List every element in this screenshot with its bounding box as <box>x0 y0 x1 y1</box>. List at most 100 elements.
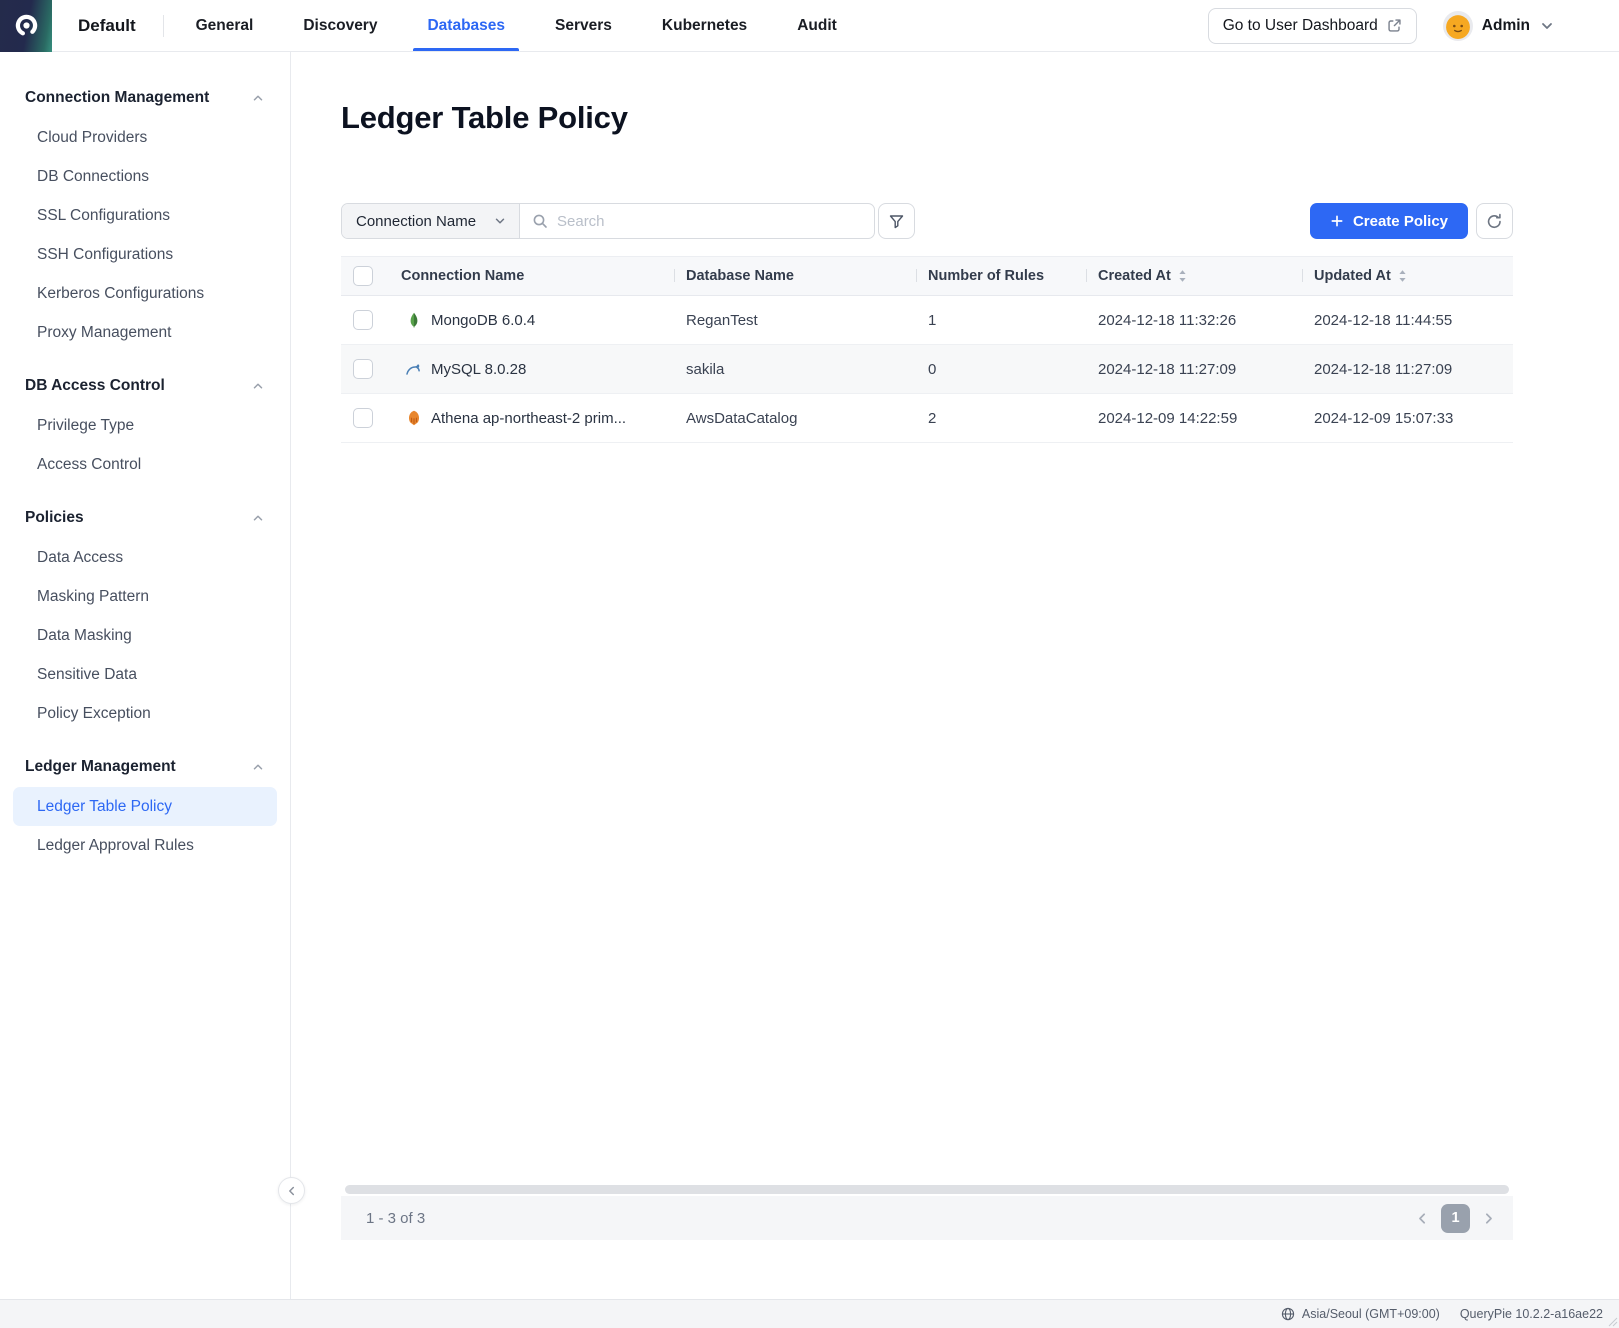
refresh-button[interactable] <box>1476 203 1513 239</box>
sidebar-item[interactable]: DB Connections <box>37 167 150 185</box>
plus-icon <box>1331 215 1343 227</box>
horizontal-scrollbar[interactable] <box>345 1185 1509 1194</box>
chevron-down-icon <box>1542 22 1552 29</box>
search-field-select[interactable]: Connection Name <box>342 204 520 238</box>
sidebar-collapse-button[interactable] <box>278 1177 305 1204</box>
nav-tab[interactable]: Discovery <box>303 16 378 34</box>
sidebar-section-connection-management: Connection Management Cloud Providers DB … <box>0 78 290 352</box>
column-header-number-of-rules[interactable]: Number of Rules <box>916 257 1086 295</box>
nav-tab[interactable]: Databases <box>413 0 519 51</box>
sidebar-item[interactable]: SSH Configurations <box>37 245 174 263</box>
row-checkbox[interactable] <box>353 359 373 379</box>
column-header-database-name[interactable]: Database Name <box>674 257 916 295</box>
select-all-checkbox[interactable] <box>353 266 373 286</box>
querypie-logo-icon <box>15 14 37 37</box>
sidebar-item[interactable]: Masking Pattern <box>37 587 149 605</box>
sidebar-item[interactable]: Access Control <box>37 455 142 473</box>
next-page-button[interactable] <box>1481 1211 1496 1226</box>
filter-funnel-icon <box>889 214 904 228</box>
go-to-user-dashboard-button[interactable]: Go to User Dashboard <box>1207 7 1417 44</box>
app-logo[interactable] <box>0 0 52 52</box>
avatar-face-icon <box>1445 14 1470 39</box>
sidebar-item[interactable]: SSL Configurations <box>37 206 170 224</box>
filter-button[interactable] <box>878 203 915 239</box>
connection-name: MySQL 8.0.28 <box>431 360 527 378</box>
sidebar-item[interactable]: Proxy Management <box>37 323 172 341</box>
sort-icon[interactable] <box>1398 269 1407 283</box>
updated-at: 2024-12-18 11:44:55 <box>1314 311 1453 329</box>
section-header-connection-management[interactable]: Connection Management <box>0 78 290 118</box>
workspace-name[interactable]: Default <box>78 15 136 35</box>
table-row[interactable]: MongoDB 6.0.4 ReganTest 1 2024-12-18 11:… <box>341 296 1513 345</box>
row-checkbox[interactable] <box>353 408 373 428</box>
sidebar-item[interactable]: Data Masking <box>37 626 132 644</box>
section-title: Policies <box>25 509 84 526</box>
current-page-button[interactable]: 1 <box>1441 1203 1470 1233</box>
refresh-icon <box>1487 213 1501 228</box>
resize-grip <box>1608 1317 1618 1327</box>
section-header-policies[interactable]: Policies <box>0 498 290 538</box>
column-header-connection-name[interactable]: Connection Name <box>401 268 525 284</box>
sidebar-item[interactable]: Sensitive Data <box>37 665 137 683</box>
search-group: Connection Name <box>341 203 875 239</box>
topbar: Default General Discovery Databases Serv… <box>0 0 1619 52</box>
table-header: Connection Name Database Name Number of … <box>341 256 1513 296</box>
number-of-rules: 2 <box>928 409 937 427</box>
section-header-ledger-management[interactable]: Ledger Management <box>0 747 290 787</box>
sidebar-item[interactable]: Kerberos Configurations <box>37 284 205 302</box>
sidebar-section-policies: Policies Data Access Masking Pattern Data … <box>0 498 290 733</box>
previous-page-button[interactable] <box>1415 1211 1430 1226</box>
section-header-db-access-control[interactable]: DB Access Control <box>0 366 290 406</box>
sidebar-item[interactable]: Privilege Type <box>37 416 135 434</box>
user-name: Admin <box>1481 16 1530 34</box>
nav-tab[interactable]: Audit <box>797 16 837 34</box>
search-input[interactable] <box>557 212 862 230</box>
chevron-up-icon <box>253 383 263 389</box>
sidebar: Connection Management Cloud Providers DB … <box>0 52 291 1299</box>
mongodb-icon <box>405 312 422 329</box>
table-row[interactable]: Athena ap-northeast-2 prim... AwsDataCat… <box>341 394 1513 443</box>
external-link-icon <box>1388 19 1401 32</box>
timezone: Asia/Seoul (GMT+09:00) <box>1281 1307 1440 1321</box>
section-title: Connection Management <box>25 89 210 106</box>
sidebar-item[interactable]: Ledger Table Policy <box>13 787 277 826</box>
column-header-updated-at[interactable]: Updated At <box>1302 257 1513 295</box>
table-body: MongoDB 6.0.4 ReganTest 1 2024-12-18 11:… <box>341 296 1513 443</box>
updated-at: 2024-12-18 11:27:09 <box>1314 360 1453 378</box>
section-items: Privilege Type Access Control <box>0 406 290 484</box>
chevron-up-icon <box>253 95 263 101</box>
create-policy-button[interactable]: Create Policy <box>1309 203 1468 239</box>
dashboard-button-label: Go to User Dashboard <box>1222 16 1378 34</box>
status-bar: Asia/Seoul (GMT+09:00) QueryPie 10.2.2-a… <box>0 1299 1619 1328</box>
nav-tab[interactable]: Servers <box>555 16 612 34</box>
user-menu[interactable]: Admin <box>1442 10 1555 41</box>
chevron-up-icon <box>253 515 263 521</box>
number-of-rules: 0 <box>928 360 937 378</box>
database-name: sakila <box>686 360 725 378</box>
toolbar: Connection Name Create Policy <box>341 203 1513 239</box>
updated-at: 2024-12-09 15:07:33 <box>1314 409 1454 427</box>
section-title: Ledger Management <box>25 758 176 775</box>
section-items: Ledger Table Policy Ledger Approval Rules <box>0 787 290 865</box>
search-icon <box>533 214 547 228</box>
page-title: Ledger Table Policy <box>341 100 628 135</box>
sidebar-item[interactable]: Data Access <box>37 548 124 566</box>
row-checkbox[interactable] <box>353 310 373 330</box>
nav-tab[interactable]: General <box>195 16 254 34</box>
pagination-range: 1 - 3 of 3 <box>366 1209 426 1227</box>
sort-icon[interactable] <box>1178 269 1187 283</box>
connection-name: MongoDB 6.0.4 <box>431 311 536 329</box>
sidebar-item[interactable]: Ledger Approval Rules <box>37 836 194 854</box>
column-header-created-at[interactable]: Created At <box>1086 257 1302 295</box>
sidebar-item[interactable]: Cloud Providers <box>37 128 148 146</box>
main-nav: General Discovery Databases Servers Kube… <box>196 0 837 51</box>
created-at: 2024-12-09 14:22:59 <box>1098 409 1238 427</box>
create-policy-label: Create Policy <box>1352 212 1448 230</box>
database-name: ReganTest <box>686 311 758 329</box>
sidebar-section-db-access-control: DB Access Control Privilege Type Access C… <box>0 366 290 484</box>
search-field-label: Connection Name <box>356 212 477 230</box>
nav-tab[interactable]: Kubernetes <box>661 16 748 34</box>
table-row[interactable]: MySQL 8.0.28 sakila 0 2024-12-18 11:27:0… <box>341 345 1513 394</box>
chevron-left-icon <box>1419 1212 1426 1224</box>
sidebar-item[interactable]: Policy Exception <box>37 704 151 722</box>
